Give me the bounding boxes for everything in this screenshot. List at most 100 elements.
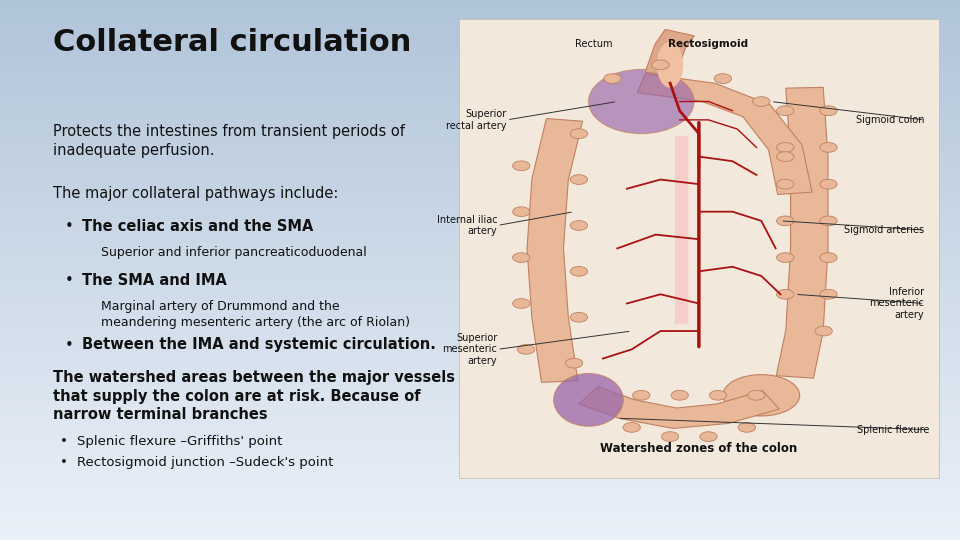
Circle shape	[709, 390, 727, 400]
Bar	[0, 351, 960, 354]
Bar	[0, 332, 960, 335]
Bar	[0, 181, 960, 184]
Bar	[0, 16, 960, 19]
Circle shape	[738, 422, 756, 432]
Ellipse shape	[723, 375, 800, 416]
Bar	[0, 116, 960, 119]
Bar	[0, 81, 960, 84]
Bar	[0, 400, 960, 402]
Bar	[0, 194, 960, 197]
Text: The celiac axis and the SMA: The celiac axis and the SMA	[82, 219, 313, 234]
Bar	[0, 8, 960, 11]
Text: Watershed zones of the colon: Watershed zones of the colon	[600, 442, 798, 455]
Text: Rectum: Rectum	[574, 39, 612, 49]
Bar	[0, 321, 960, 324]
Bar	[0, 94, 960, 97]
Text: The watershed areas between the major vessels
that supply the colon are at risk.: The watershed areas between the major ve…	[53, 370, 455, 422]
Polygon shape	[579, 387, 780, 428]
Text: Sigmoid arteries: Sigmoid arteries	[845, 225, 924, 235]
Bar	[0, 84, 960, 86]
Bar	[0, 338, 960, 340]
Text: Superior
rectal artery: Superior rectal artery	[446, 109, 507, 131]
Bar	[0, 467, 960, 470]
Circle shape	[815, 326, 832, 336]
Circle shape	[748, 390, 765, 400]
Bar	[0, 178, 960, 181]
Bar	[0, 418, 960, 421]
Bar	[0, 324, 960, 327]
Bar	[0, 11, 960, 14]
Bar	[0, 105, 960, 108]
Bar	[0, 435, 960, 437]
Bar	[0, 159, 960, 162]
Bar	[0, 270, 960, 273]
Circle shape	[820, 289, 837, 299]
Bar	[0, 92, 960, 94]
Bar	[0, 478, 960, 481]
Bar	[0, 135, 960, 138]
Bar	[0, 5, 960, 8]
Polygon shape	[637, 74, 812, 194]
Bar	[0, 335, 960, 338]
Bar	[0, 24, 960, 27]
Bar	[0, 448, 960, 451]
Text: •: •	[60, 456, 67, 469]
Text: Between the IMA and systemic circulation.: Between the IMA and systemic circulation…	[82, 338, 436, 353]
Bar	[0, 500, 960, 502]
Circle shape	[570, 267, 588, 276]
Bar	[0, 219, 960, 221]
Bar	[0, 27, 960, 30]
Bar	[0, 451, 960, 454]
Bar	[0, 381, 960, 383]
Text: •: •	[64, 219, 73, 234]
Bar	[0, 429, 960, 432]
Ellipse shape	[554, 374, 623, 426]
Bar	[0, 316, 960, 319]
Bar	[0, 413, 960, 416]
Bar	[0, 521, 960, 524]
Text: •: •	[60, 435, 67, 448]
Bar	[0, 46, 960, 49]
Bar	[0, 143, 960, 146]
Bar	[0, 267, 960, 270]
Bar	[0, 505, 960, 508]
Bar	[0, 197, 960, 200]
Bar	[0, 310, 960, 313]
Bar	[0, 362, 960, 364]
Bar	[0, 392, 960, 394]
Bar	[0, 176, 960, 178]
Text: Marginal artery of Drummond and the
meandering mesenteric artery (the arc of Rio: Marginal artery of Drummond and the mean…	[101, 300, 410, 329]
Bar	[0, 443, 960, 445]
Bar	[0, 464, 960, 467]
Circle shape	[777, 253, 794, 262]
Bar	[0, 346, 960, 348]
Bar	[0, 483, 960, 486]
Circle shape	[777, 289, 794, 299]
Bar	[0, 459, 960, 462]
Bar	[0, 327, 960, 329]
Ellipse shape	[588, 70, 694, 134]
Bar	[0, 151, 960, 154]
Bar	[0, 286, 960, 289]
Text: •: •	[64, 273, 73, 288]
Bar	[0, 14, 960, 16]
Bar	[0, 3, 960, 5]
Bar	[0, 278, 960, 281]
Bar	[0, 73, 960, 76]
Bar	[0, 38, 960, 40]
Bar	[0, 124, 960, 127]
Bar	[0, 167, 960, 170]
Bar	[0, 529, 960, 532]
Bar	[0, 319, 960, 321]
Text: The major collateral pathways include:: The major collateral pathways include:	[53, 186, 338, 201]
Circle shape	[565, 359, 583, 368]
Bar	[0, 446, 960, 448]
Bar	[0, 367, 960, 370]
Bar	[0, 454, 960, 456]
Bar	[0, 238, 960, 240]
Bar	[0, 232, 960, 235]
Bar	[0, 394, 960, 397]
Bar	[0, 208, 960, 211]
Bar	[0, 43, 960, 46]
Bar	[0, 32, 960, 35]
